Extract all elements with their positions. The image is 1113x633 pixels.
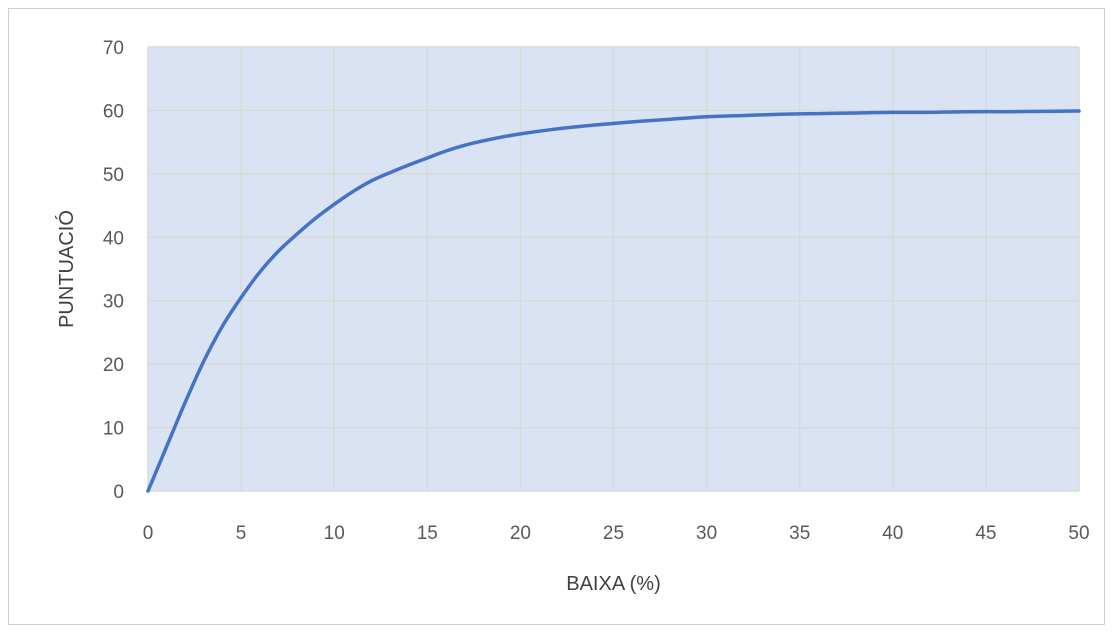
x-tick-label: 45 [975,523,996,544]
x-axis-title: BAIXA (%) [566,573,660,595]
y-tick-label: 50 [103,165,124,186]
y-tick-label: 70 [103,38,124,59]
y-tick-label: 20 [103,355,124,376]
y-tick-label: 40 [103,228,124,249]
x-tick-label: 30 [696,523,717,544]
y-tick-labels: 0 10 20 30 40 50 60 70 [103,38,124,503]
gridlines [147,46,1080,492]
y-axis-title: PUNTUACIÓ [55,210,78,328]
series-layer [146,109,1081,493]
x-tick-label: 50 [1068,523,1089,544]
y-tick-label: 10 [103,419,124,440]
x-tick-labels: 0 5 10 15 20 25 30 35 40 45 50 [143,523,1090,544]
x-tick-label: 15 [417,523,438,544]
y-tick-label: 30 [103,292,124,313]
x-tick-label: 20 [510,523,531,544]
x-tick-label: 25 [603,523,624,544]
x-tick-label: 5 [236,523,247,544]
x-tick-label: 35 [789,523,810,544]
y-tick-label: 0 [113,482,124,503]
series-line [146,109,1081,493]
x-tick-label: 40 [882,523,903,544]
x-tick-label: 10 [324,523,345,544]
x-tick-label: 0 [143,523,154,544]
y-tick-label: 60 [103,101,124,122]
